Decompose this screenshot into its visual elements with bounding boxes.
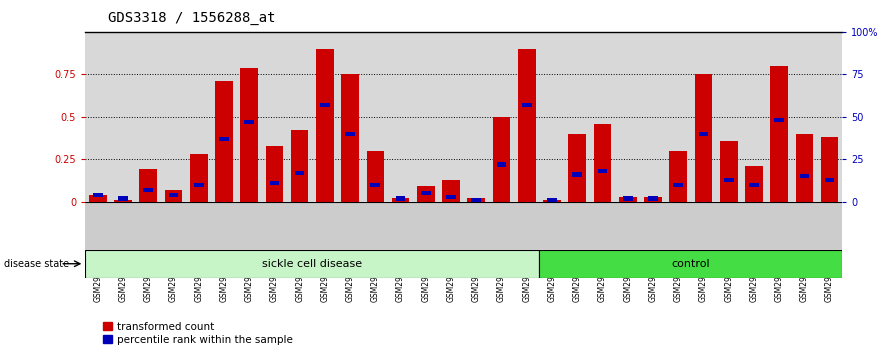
Bar xyxy=(190,154,208,202)
Bar xyxy=(644,197,662,202)
Bar xyxy=(89,195,107,202)
Bar xyxy=(594,124,611,202)
Bar xyxy=(421,191,431,195)
Bar xyxy=(774,118,784,122)
Bar xyxy=(118,196,128,200)
Bar xyxy=(114,200,132,202)
Bar xyxy=(521,103,531,107)
Bar xyxy=(573,172,582,177)
Bar xyxy=(370,183,380,187)
Bar xyxy=(619,197,636,202)
Bar xyxy=(623,196,633,200)
Bar xyxy=(446,195,456,199)
Bar xyxy=(392,198,409,202)
Bar xyxy=(341,74,359,202)
Bar xyxy=(568,134,586,202)
Text: GDS3318 / 1556288_at: GDS3318 / 1556288_at xyxy=(108,11,275,25)
Bar xyxy=(93,193,103,197)
Bar xyxy=(85,250,539,278)
Bar xyxy=(771,66,788,202)
Bar xyxy=(265,146,283,202)
Bar xyxy=(417,187,435,202)
Legend: transformed count, percentile rank within the sample: transformed count, percentile rank withi… xyxy=(99,317,297,349)
Bar xyxy=(215,81,233,202)
Bar xyxy=(745,166,762,202)
Bar xyxy=(468,198,485,202)
Bar xyxy=(821,137,839,202)
Bar xyxy=(539,250,842,278)
Bar xyxy=(799,174,809,178)
Bar xyxy=(245,120,254,124)
Bar xyxy=(140,170,157,202)
Bar xyxy=(724,178,734,182)
Text: control: control xyxy=(671,259,711,269)
Bar xyxy=(219,137,228,141)
Bar xyxy=(291,130,308,202)
Bar xyxy=(719,141,737,202)
Bar xyxy=(749,183,759,187)
Bar xyxy=(270,181,280,185)
Bar xyxy=(320,103,330,107)
Bar xyxy=(699,132,709,136)
Bar xyxy=(316,49,333,202)
Bar xyxy=(648,196,658,200)
Text: sickle cell disease: sickle cell disease xyxy=(263,259,362,269)
Bar xyxy=(518,49,536,202)
Bar xyxy=(471,198,481,202)
Bar xyxy=(824,178,834,182)
Bar xyxy=(547,198,557,202)
Bar xyxy=(143,188,153,192)
Bar xyxy=(240,68,258,202)
Bar xyxy=(345,132,355,136)
Bar xyxy=(694,74,712,202)
Bar xyxy=(443,180,460,202)
Bar xyxy=(396,196,406,200)
Bar xyxy=(194,183,203,187)
Bar xyxy=(366,151,384,202)
Bar xyxy=(796,134,814,202)
Bar xyxy=(168,193,178,197)
Bar xyxy=(543,200,561,202)
Bar xyxy=(669,151,687,202)
Bar xyxy=(673,183,683,187)
Bar xyxy=(165,190,182,202)
Bar xyxy=(496,162,506,166)
Bar xyxy=(598,169,607,173)
Bar xyxy=(295,171,305,175)
Text: disease state: disease state xyxy=(4,259,70,269)
Bar xyxy=(493,117,511,202)
